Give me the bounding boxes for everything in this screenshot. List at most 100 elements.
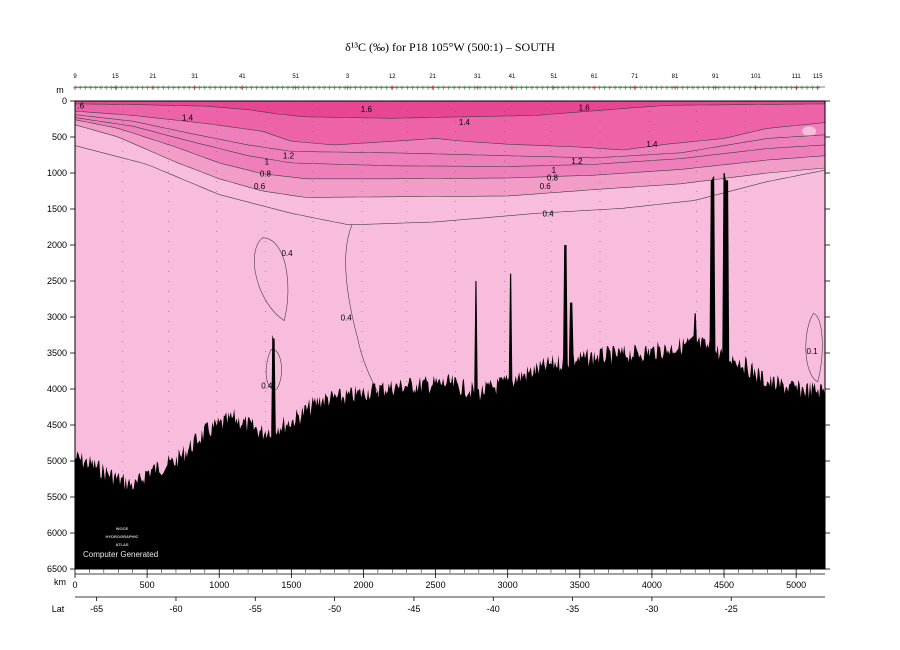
station-mark: + (249, 84, 255, 92)
station-major-mark: + (672, 84, 678, 92)
station-mark: + (628, 84, 634, 92)
station-mark: + (301, 84, 307, 92)
station-mark: + (752, 84, 758, 92)
lat-axis-label: Lat (52, 604, 65, 614)
station-mark: + (347, 84, 353, 92)
station-mark: + (550, 84, 556, 92)
contour-1-2 (75, 114, 825, 159)
woce-logo: WOCE HYDROGRAPHIC ATLAS Computer Generat… (83, 526, 158, 559)
contour-label: 0.8 (547, 173, 559, 182)
station-major-mark: + (712, 84, 718, 92)
station-mark: + (197, 84, 203, 92)
station-mark: + (633, 84, 639, 92)
station-mark: + (332, 84, 338, 92)
station-mark: + (378, 84, 384, 92)
station-mark: + (264, 84, 270, 92)
station-mark: + (737, 84, 743, 92)
station-mark: + (742, 84, 748, 92)
station-number: 21 (429, 74, 436, 80)
station-mark: + (731, 84, 737, 92)
station-mark: + (243, 84, 249, 92)
station-number: 31 (191, 74, 198, 80)
station-major-mark: + (591, 84, 597, 92)
station-mark: + (171, 84, 177, 92)
station-mark: + (275, 84, 281, 92)
pocket-0-6 (802, 126, 817, 137)
y-tick-label: 1000 (47, 168, 67, 178)
x-tick-label: 2500 (426, 580, 446, 590)
station-mark: + (290, 84, 296, 92)
x-tick-label: 4000 (642, 580, 662, 590)
lat-tick-label: -30 (645, 604, 658, 614)
station-mark: + (815, 84, 821, 92)
station-mark: + (659, 84, 665, 92)
contour-label: 1.4 (646, 140, 658, 149)
station-major-mark: + (150, 84, 156, 92)
station-mark: + (441, 84, 447, 92)
contour-0-4-loop-1 (254, 237, 289, 322)
station-mark: + (358, 84, 364, 92)
station-mark: + (493, 84, 499, 92)
station-mark: + (482, 84, 488, 92)
lat-tick-label: -65 (90, 604, 103, 614)
station-mark: + (638, 84, 644, 92)
labels-layer: .61.41.61.41.61.41.210.80.61.210.80.60.4… (77, 101, 818, 390)
contour-label: 1.6 (579, 103, 591, 112)
station-mark: + (238, 84, 244, 92)
station-mark: + (773, 84, 779, 92)
y-tick-label: 2000 (47, 240, 67, 250)
station-mark: + (513, 84, 519, 92)
x-tick-label: 0 (72, 580, 77, 590)
station-mark: + (794, 84, 800, 92)
x-tick-label: 4500 (714, 580, 734, 590)
station-number: 15 (112, 74, 119, 80)
contour-label: 0.4 (341, 314, 353, 323)
y-axis-label: m (56, 85, 64, 95)
station-mark: + (456, 84, 462, 92)
station-mark: + (119, 84, 125, 92)
station-mark: + (399, 84, 405, 92)
station-mark: + (700, 84, 706, 92)
station-major-mark: + (293, 84, 299, 92)
contour-label: 0.4 (281, 249, 293, 258)
contour-label: 1.6 (361, 105, 373, 114)
contour-label: 1.4 (459, 118, 471, 127)
plot-area (75, 101, 825, 569)
station-mark: + (607, 84, 613, 92)
station-mark: + (602, 84, 608, 92)
x-tick-label: 2000 (353, 580, 373, 590)
station-mark: + (420, 84, 426, 92)
station-major-mark: + (509, 84, 515, 92)
station-mark: + (124, 84, 130, 92)
station-major-mark: + (239, 84, 245, 92)
contour-label: 1.4 (182, 114, 194, 123)
station-mark: + (280, 84, 286, 92)
computer-generated-label: Computer Generated (83, 550, 158, 559)
lat-tick-label: -45 (407, 604, 420, 614)
lat-tick-label: -60 (169, 604, 182, 614)
station-mark: + (477, 84, 483, 92)
station-mark: + (503, 84, 509, 92)
station-mark: + (98, 84, 104, 92)
station-major-mark: + (192, 84, 198, 92)
y-tick-label: 3000 (47, 312, 67, 322)
x-tick-label: 5000 (786, 580, 806, 590)
station-mark: + (254, 84, 260, 92)
station-number: 81 (672, 74, 679, 80)
station-mark: + (721, 84, 727, 92)
station-mark: + (596, 84, 602, 92)
station-major-mark: + (72, 84, 78, 92)
station-mark: + (763, 84, 769, 92)
station-mark: + (415, 84, 421, 92)
station-mark: + (747, 84, 753, 92)
station-major-mark: + (345, 84, 351, 92)
station-mark: + (186, 84, 192, 92)
station-mark: + (643, 84, 649, 92)
station-mark: + (389, 84, 395, 92)
station-number: 41 (509, 74, 516, 80)
station-mark: + (384, 84, 390, 92)
station-mark: + (669, 84, 675, 92)
station-mark: + (259, 84, 265, 92)
station-mark: + (228, 84, 234, 92)
